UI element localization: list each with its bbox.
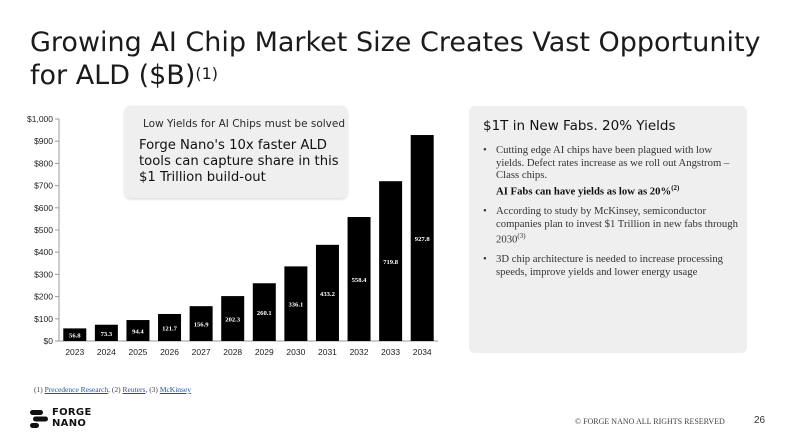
bullet-text: Cutting edge AI chips have been plagued … <box>496 144 730 182</box>
y-tick-label: $500 <box>34 225 53 235</box>
x-tick-label: 2024 <box>97 347 116 357</box>
bullet-text: According to study by McKinsey, semicond… <box>496 204 738 246</box>
title-footnote-ref: (1) <box>195 64 219 83</box>
page-title: Growing AI Chip Market Size Creates Vast… <box>30 26 770 92</box>
y-tick-label: $200 <box>34 292 53 302</box>
bar-value-label: 121.7 <box>162 325 178 332</box>
bar-2029 <box>252 283 276 341</box>
logo-line-1: FORGE <box>52 407 92 418</box>
x-tick-label: 2033 <box>381 347 400 357</box>
bar-value-label: 558.4 <box>352 277 368 284</box>
panel-title: $1T in New Fabs. 20% Yields <box>483 118 676 134</box>
bullet-item: Cutting edge AI chips have been plagued … <box>483 144 739 198</box>
logo-line-2: NANO <box>52 417 87 429</box>
copyright-text: © FORGE NANO ALL RIGHTS RESERVED <box>575 417 725 426</box>
x-tick-label: 2031 <box>318 347 337 357</box>
footnote-prefix: , (2) <box>108 385 121 394</box>
bar-chart: $0 $100 $200 $300 $400 $500 $600 $700 $800 $900 $1… <box>27 114 438 357</box>
bar-value-label: 927.8 <box>415 236 431 243</box>
x-tick-label: 2029 <box>255 347 274 357</box>
page-number: 26 <box>754 415 766 426</box>
bar-value-label: 73.3 <box>101 331 113 338</box>
bar-value-label: 719.8 <box>383 259 399 266</box>
y-tick-label: $700 <box>34 181 53 191</box>
logo-text: FORGE NANO <box>52 407 92 429</box>
bar-value-label: 94.4 <box>132 329 144 336</box>
footnote-link-mckinsey[interactable]: McKinsey <box>159 385 192 394</box>
footnotes: (1) Precedence Research, (2) Reuters, (3… <box>34 385 191 394</box>
x-tick-label: 2027 <box>192 347 211 357</box>
bar-2023 <box>63 328 87 341</box>
forge-nano-logo: FORGE NANO <box>30 407 110 430</box>
page-title-text: Growing AI Chip Market Size Creates Vast… <box>30 27 761 91</box>
bar-2026 <box>158 313 182 341</box>
bar-2031 <box>315 244 339 341</box>
bar-2034 <box>410 135 434 341</box>
bar-2024 <box>94 324 118 341</box>
bar-2033 <box>379 181 403 341</box>
x-tick-label: 2026 <box>160 347 179 357</box>
bullet-text: 3D chip architecture is needed to increa… <box>496 253 724 278</box>
y-tick-label: $0 <box>44 336 54 346</box>
x-tick-label: 2028 <box>223 347 242 357</box>
y-tick-label: $800 <box>34 158 53 168</box>
footnote-prefix: , (3) <box>145 385 158 394</box>
bullet-item: 3D chip architecture is needed to increa… <box>483 253 739 278</box>
y-tick-label: $600 <box>34 203 53 213</box>
x-tick-label: 2030 <box>286 347 305 357</box>
y-tick-label: $100 <box>34 314 53 324</box>
bar-value-label: 336.1 <box>288 302 303 309</box>
y-tick-label: $400 <box>34 247 53 257</box>
bullet-footnote-ref: (2) <box>671 183 680 192</box>
bar-value-label: 202.3 <box>225 317 241 324</box>
y-tick-label: $900 <box>34 136 53 146</box>
x-tick-label: 2023 <box>65 347 84 357</box>
callout-box: Low Yields for AI Chips must be solved F… <box>125 106 347 198</box>
footnote-link-precedence-research[interactable]: Precedence Research <box>44 385 109 394</box>
bar-2028 <box>221 296 245 341</box>
bullet-item: According to study by McKinsey, semicond… <box>483 205 739 246</box>
footnote-prefix: (1) <box>34 385 43 394</box>
bar-value-label: 56.8 <box>69 333 81 340</box>
bar-2027 <box>189 306 213 341</box>
x-tick-label: 2034 <box>413 347 432 357</box>
bar-2032 <box>347 217 371 341</box>
footnote-link-reuters[interactable]: Reuters <box>122 385 146 394</box>
bullet-footnote-ref: (3) <box>517 232 526 241</box>
logo-mark-icon <box>30 410 48 428</box>
y-tick-label: $300 <box>34 269 53 279</box>
callout-text: Forge Nano's 10x faster ALD tools can ca… <box>139 138 339 185</box>
x-tick-label: 2025 <box>128 347 147 357</box>
bar-value-label: 260.1 <box>257 310 272 317</box>
bar-value-label: 433.2 <box>320 291 336 298</box>
y-tick-label: $1,000 <box>27 114 53 124</box>
bar-2025 <box>126 320 150 341</box>
x-tick-label: 2032 <box>350 347 369 357</box>
callout-subtitle: Low Yields for AI Chips must be solved <box>143 118 346 130</box>
bullet-list: Cutting edge AI chips have been plagued … <box>483 144 739 285</box>
bar-2030 <box>284 266 308 341</box>
info-panel: $1T in New Fabs. 20% Yields Cutting edge… <box>469 106 747 353</box>
bullet-emphasis: AI Fabs can have yields as low as 20% <box>496 185 672 198</box>
bar-value-label: 156.9 <box>194 322 210 329</box>
